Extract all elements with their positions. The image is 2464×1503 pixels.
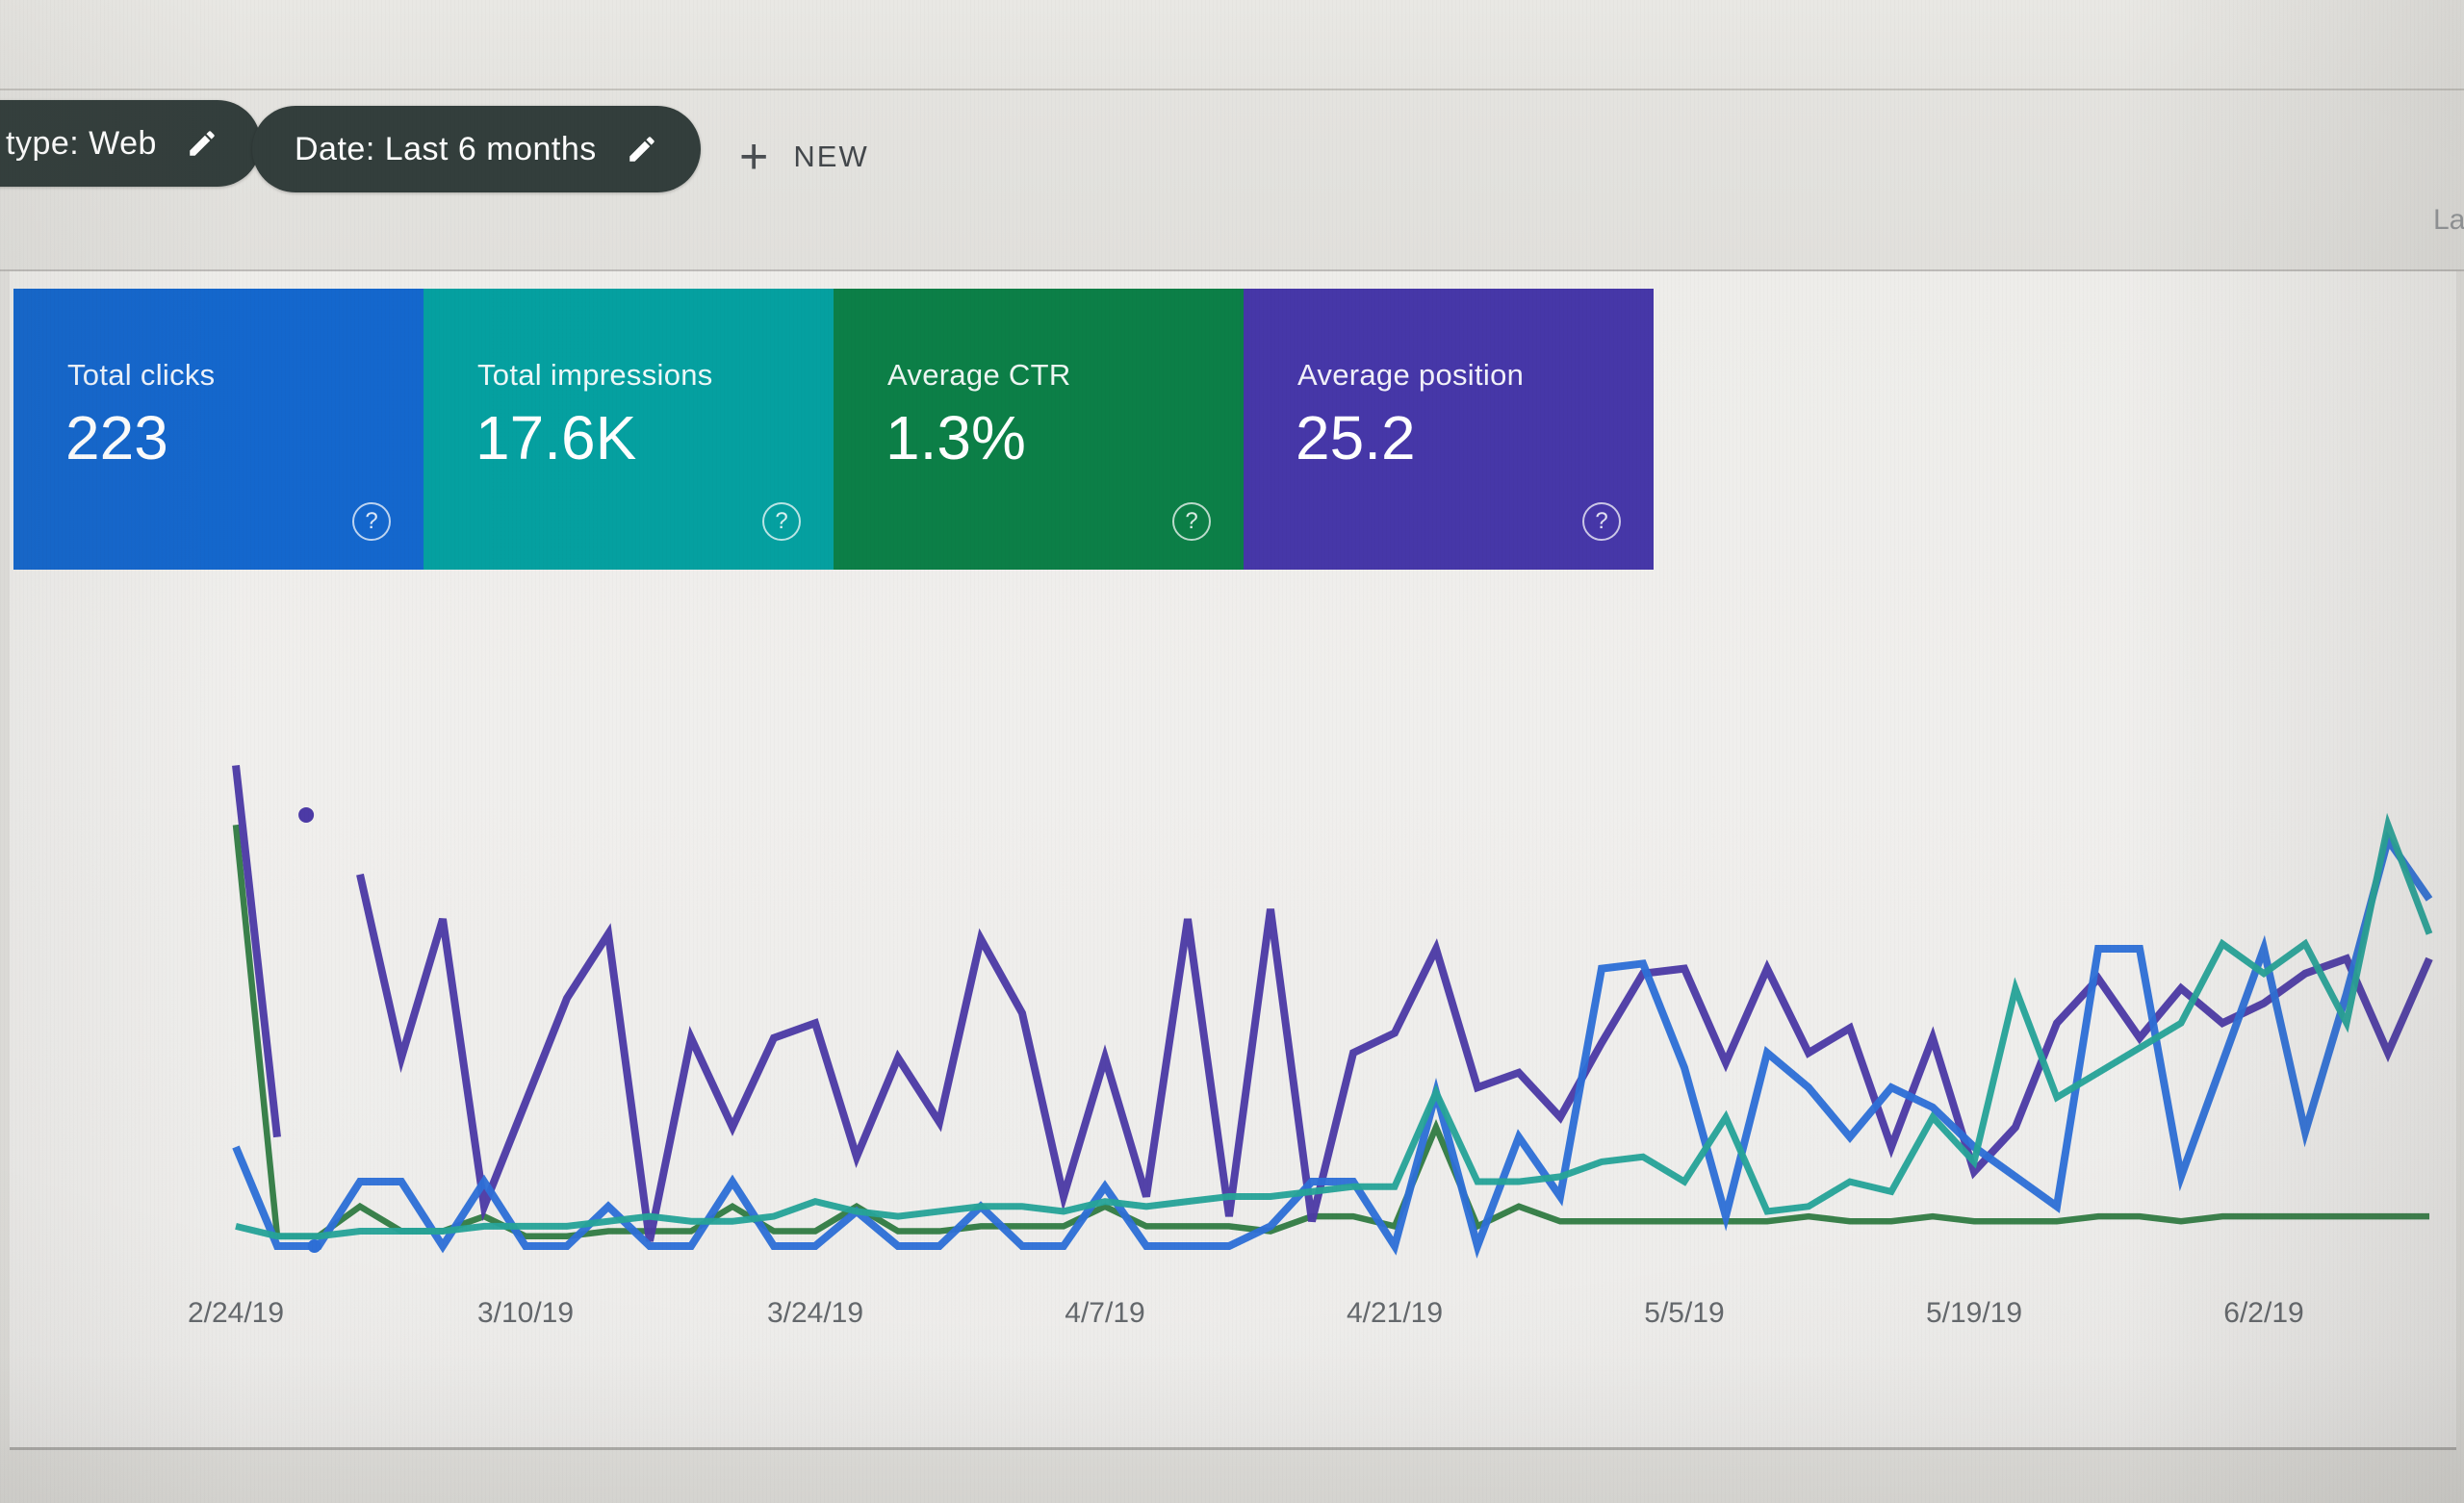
card-label: Average CTR xyxy=(887,358,1071,392)
card-label: Total impressions xyxy=(477,358,713,392)
card-label: Total clicks xyxy=(67,358,216,392)
new-button-label: NEW xyxy=(793,140,869,173)
help-icon[interactable]: ? xyxy=(762,502,801,541)
help-icon[interactable]: ? xyxy=(1582,502,1621,541)
x-axis-label: 4/7/19 xyxy=(1065,1297,1145,1329)
plus-icon: + xyxy=(739,129,769,185)
clicks-data-dot xyxy=(307,1239,321,1253)
x-axis-label: 5/19/19 xyxy=(1925,1297,2023,1329)
help-icon[interactable]: ? xyxy=(352,502,391,541)
x-axis-label: 4/21/19 xyxy=(1346,1297,1444,1329)
search-type-filter-chip[interactable]: type: Web xyxy=(0,100,261,187)
average-ctr-card[interactable]: Average CTR 1.3% ? xyxy=(834,289,1244,570)
clicks-line xyxy=(232,830,2433,1259)
average-position-card[interactable]: Average position 25.2 ? xyxy=(1244,289,1654,570)
card-value: 223 xyxy=(65,403,168,472)
metric-tiles-row: Total clicks 223 ? Total impressions 17.… xyxy=(13,289,1654,570)
ctr-line xyxy=(232,824,2429,1239)
x-axis-label: 5/5/19 xyxy=(1644,1297,1725,1329)
x-axis-label: 2/24/19 xyxy=(187,1297,285,1329)
total-impressions-card[interactable]: Total impressions 17.6K ? xyxy=(424,289,834,570)
edit-pencil-icon[interactable] xyxy=(626,133,658,166)
header-divider xyxy=(0,269,2464,271)
card-value: 1.3% xyxy=(886,403,1026,472)
top-right-clipped-text: La xyxy=(2433,204,2464,236)
position-line xyxy=(356,873,2433,1242)
total-clicks-card[interactable]: Total clicks 223 ? xyxy=(13,289,424,570)
date-filter-chip[interactable]: Date: Last 6 months xyxy=(252,106,701,192)
x-axis-label: 3/24/19 xyxy=(766,1297,864,1329)
x-axis-label: 6/2/19 xyxy=(2223,1297,2304,1329)
date-chip-label: Date: Last 6 months xyxy=(295,130,597,167)
new-filter-button[interactable]: + NEW xyxy=(739,123,869,191)
impressions-line xyxy=(235,812,2433,1240)
help-icon[interactable]: ? xyxy=(1172,502,1211,541)
card-label: Average position xyxy=(1297,358,1525,392)
card-value: 25.2 xyxy=(1296,403,1416,472)
search-type-chip-label: type: Web xyxy=(6,124,157,162)
position-data-dot xyxy=(298,806,315,823)
position-line xyxy=(232,765,281,1138)
card-value: 17.6K xyxy=(475,403,637,472)
edit-pencil-icon[interactable] xyxy=(186,127,218,160)
top-strip xyxy=(0,0,2464,90)
x-axis-label: 3/10/19 xyxy=(476,1297,575,1329)
